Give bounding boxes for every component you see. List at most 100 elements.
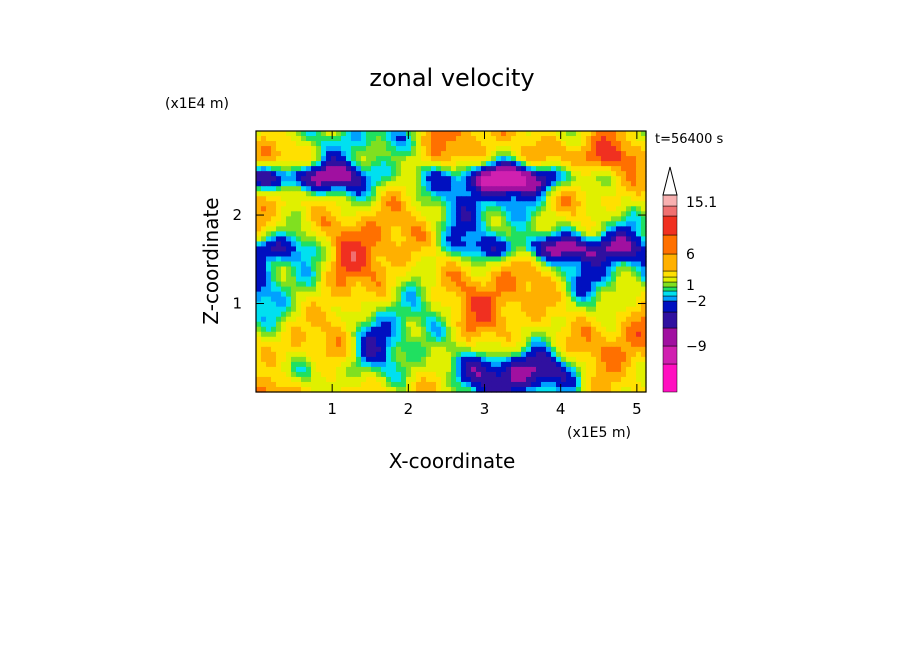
heatmap-cell (521, 331, 527, 338)
heatmap-cell (441, 226, 447, 232)
heatmap-cell (331, 186, 337, 192)
heatmap-cell (596, 331, 602, 338)
heatmap-cell (441, 266, 447, 273)
heatmap-cell (316, 221, 322, 227)
heatmap-cell (471, 286, 477, 293)
heatmap-cell (441, 281, 447, 288)
heatmap-cell (336, 351, 342, 358)
heatmap-cell (296, 371, 302, 378)
heatmap-cell (321, 351, 327, 358)
heatmap-cell (511, 141, 517, 147)
heatmap-cell (406, 166, 412, 172)
heatmap-cell (486, 321, 492, 328)
heatmap-cell (346, 266, 352, 273)
heatmap-cell (621, 161, 627, 167)
heatmap-cell (581, 351, 587, 358)
heatmap-cell (311, 341, 317, 348)
heatmap-cell (346, 306, 352, 313)
heatmap-cell (506, 256, 512, 263)
heatmap-cell (541, 271, 547, 278)
heatmap-cell (311, 276, 317, 283)
heatmap-cell (371, 186, 377, 192)
heatmap-cell (381, 276, 387, 283)
heatmap-cell (526, 216, 532, 222)
heatmap-cell (456, 236, 462, 243)
heatmap-cell (631, 321, 637, 328)
heatmap-cell (326, 246, 332, 253)
heatmap-cell (591, 141, 597, 147)
heatmap-cell (411, 386, 417, 393)
heatmap-cell (581, 376, 587, 383)
heatmap-cell (451, 266, 457, 273)
heatmap-cell (331, 311, 337, 318)
heatmap-cell (566, 256, 572, 263)
heatmap-cell (456, 256, 462, 263)
heatmap-cell (496, 201, 502, 207)
heatmap-cell (421, 196, 427, 202)
heatmap-cell (521, 236, 527, 243)
heatmap-cell (566, 366, 572, 373)
heatmap-cell (296, 261, 302, 268)
colorbar: 15.161−2−9 (662, 166, 717, 393)
heatmap-cell (301, 176, 307, 182)
heatmap-cell (431, 191, 437, 197)
heatmap-cell (286, 336, 292, 343)
heatmap-cell (541, 366, 547, 373)
heatmap-cell (516, 291, 522, 298)
heatmap-cell (511, 336, 517, 343)
heatmap-cell (536, 351, 542, 358)
heatmap-cell (571, 281, 577, 288)
heatmap-cell (606, 356, 612, 363)
heatmap-cell (606, 266, 612, 273)
heatmap-cell (411, 286, 417, 293)
heatmap-cell (391, 316, 397, 323)
heatmap-cell (381, 191, 387, 197)
heatmap-cell (256, 211, 262, 217)
heatmap-cell (406, 251, 412, 258)
heatmap-cell (641, 376, 647, 383)
heatmap-cell (481, 346, 487, 353)
heatmap-cell (526, 326, 532, 333)
heatmap-cell (326, 286, 332, 293)
colorbar-segment (662, 290, 678, 297)
heatmap-cell (481, 351, 487, 358)
heatmap-cell (466, 176, 472, 182)
heatmap-cell (551, 256, 557, 263)
colorbar-label: 6 (686, 247, 695, 263)
heatmap-cell (496, 221, 502, 227)
heatmap-cell (406, 141, 412, 147)
heatmap-cell (261, 281, 267, 288)
heatmap-cell (566, 271, 572, 278)
heatmap-cell (491, 266, 497, 273)
heatmap-cell (486, 311, 492, 318)
heatmap-cell (446, 316, 452, 323)
heatmap-cell (301, 306, 307, 313)
heatmap-cell (501, 251, 507, 258)
heatmap-cell (631, 221, 637, 227)
heatmap-cell (406, 241, 412, 248)
heatmap-cell (316, 306, 322, 313)
heatmap-cell (326, 321, 332, 328)
heatmap-cell (426, 206, 432, 212)
heatmap-cell (296, 176, 302, 182)
heatmap-cell (456, 286, 462, 293)
heatmap-cell (396, 226, 402, 232)
heatmap-cell (606, 136, 612, 142)
heatmap-cell (611, 251, 617, 258)
heatmap-cell (256, 321, 262, 328)
heatmap-cell (301, 221, 307, 227)
heatmap-cell (401, 251, 407, 258)
heatmap-cell (621, 156, 627, 162)
heatmap-cell (466, 266, 472, 273)
heatmap-cell (256, 341, 262, 348)
heatmap-cell (546, 326, 552, 333)
heatmap-cell (501, 376, 507, 383)
heatmap-cell (536, 326, 542, 333)
heatmap-cell (476, 351, 482, 358)
heatmap-cell (426, 186, 432, 192)
heatmap-cell (401, 286, 407, 293)
heatmap-cell (366, 221, 372, 227)
heatmap-cell (406, 301, 412, 308)
heatmap-cell (411, 311, 417, 318)
heatmap-cell (296, 196, 302, 202)
